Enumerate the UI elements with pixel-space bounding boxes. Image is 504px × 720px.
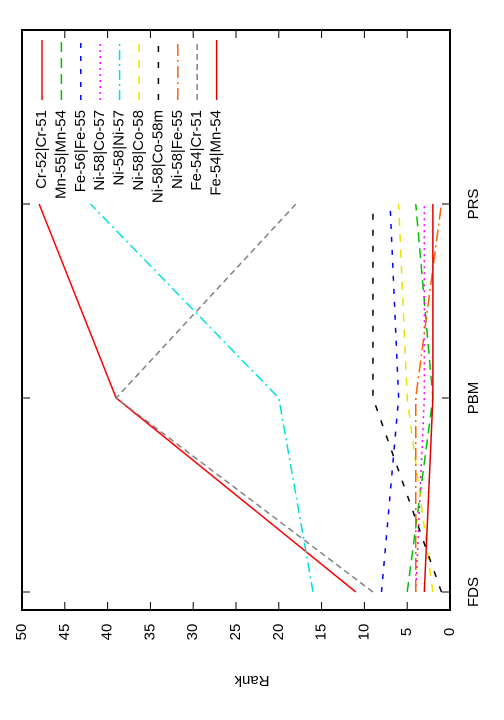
series-line [372, 204, 443, 593]
series-line [415, 204, 426, 593]
legend-label: Ni-58|Co-58m [149, 110, 166, 203]
y-tick-label: 35 [141, 624, 158, 641]
y-tick-label: 10 [355, 624, 372, 641]
y-tick-label: 15 [313, 624, 330, 641]
y-tick-label: 0 [441, 628, 458, 636]
y-tick-label: 40 [99, 624, 116, 641]
series-line [406, 203, 434, 593]
y-tick-label: 50 [13, 624, 30, 641]
y-tick-label: 5 [398, 628, 415, 636]
series-line [89, 203, 314, 593]
legend-label: Fe-54|Mn-54 [208, 110, 225, 196]
x-tick-label: PBM [465, 382, 482, 415]
series-line [115, 203, 374, 593]
series-line [423, 204, 434, 593]
y-tick-label: 25 [227, 624, 244, 641]
series-line [38, 203, 357, 593]
legend-label: Ni-58|Fe-55 [169, 110, 186, 189]
x-tick-label: PRS [465, 189, 482, 220]
legend-label: Ni-58|Co-58 [130, 110, 147, 191]
y-tick-label: 20 [270, 624, 287, 641]
legend-label: Ni-58|Ni-57 [111, 110, 128, 186]
series-line [415, 203, 443, 592]
series-line [397, 203, 434, 593]
legend-label: Fe-54|Cr-51 [188, 110, 205, 191]
series-line [380, 203, 400, 593]
rotated-chart: Rank 0 5 10 15 20 25 30 35 40 45 50 FDS PBM PRS Cr-52|… [13, 29, 482, 689]
x-tick-label: FDS [465, 577, 482, 607]
legend-label: Mn-55|Mn-54 [52, 110, 69, 199]
y-axis-label: Rank [234, 672, 270, 689]
legend-label: Fe-56|Fe-55 [72, 110, 89, 192]
y-tick-label: 45 [56, 624, 73, 641]
legend-label: Ni-58|Co-57 [91, 110, 108, 191]
legend-label: Cr-52|Cr-51 [33, 110, 50, 189]
y-tick-label: 30 [184, 624, 201, 641]
